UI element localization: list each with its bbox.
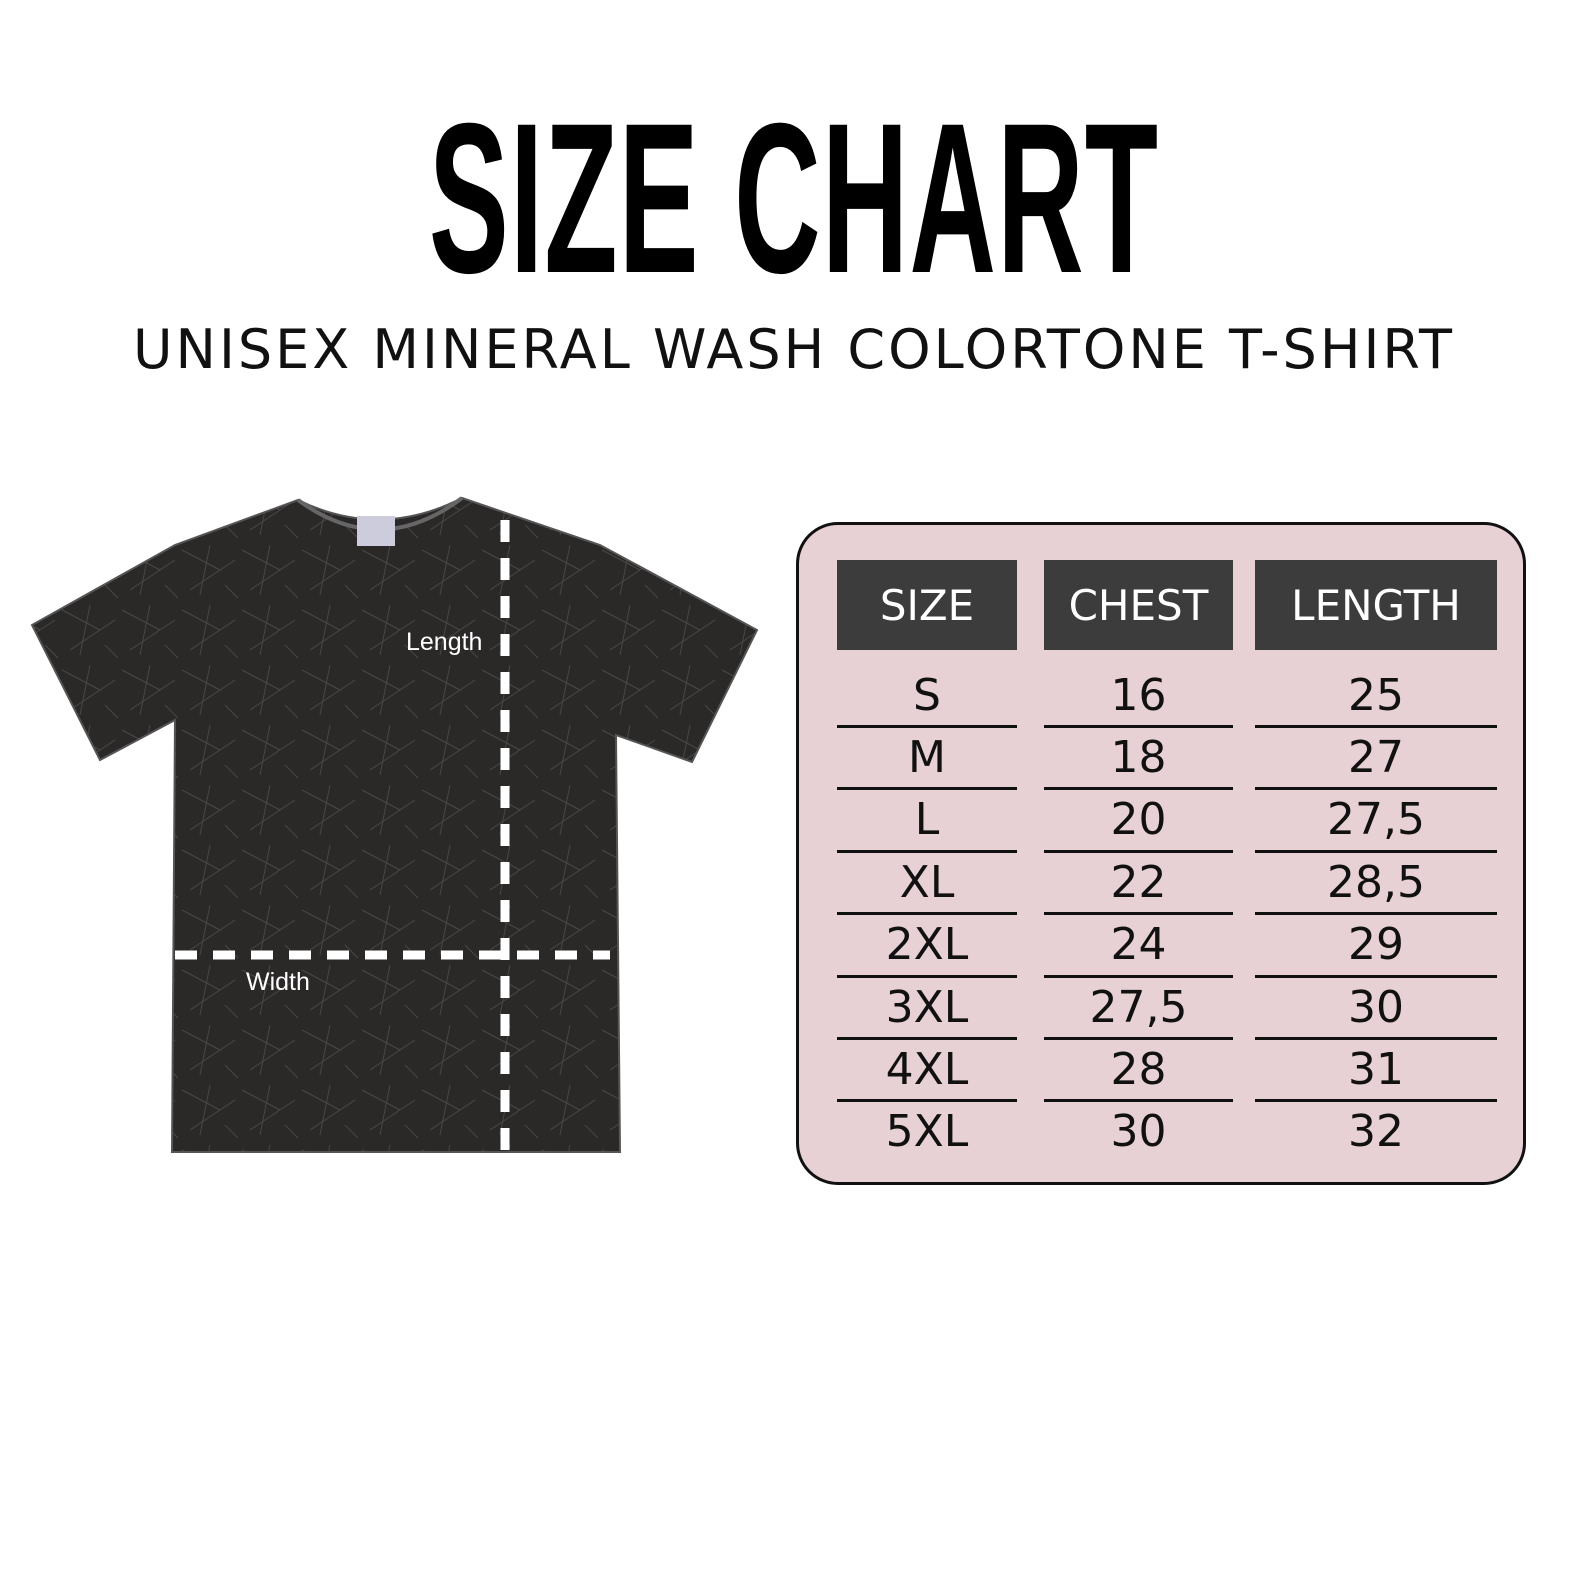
cell-length: 32 (1348, 1106, 1404, 1158)
cell-length: 28,5 (1327, 856, 1425, 908)
row-divider (1044, 849, 1233, 853)
row-divider (1255, 1099, 1497, 1103)
row-divider (837, 787, 1017, 791)
row-divider (1044, 725, 1233, 728)
cell-length: 27 (1348, 731, 1404, 783)
row-divider (837, 1037, 1017, 1040)
length-label: Length (406, 628, 482, 656)
cell-size: M (908, 731, 946, 783)
cell-size: 5XL (885, 1106, 969, 1158)
row-divider (1255, 725, 1497, 728)
row-divider (837, 1099, 1017, 1103)
cell-chest: 28 (1110, 1043, 1167, 1095)
header-chest: CHEST (1044, 560, 1233, 650)
page-title: SIZE CHART (0, 92, 1588, 306)
product-subtitle: UNISEX MINERAL WASH COLORTONE T-SHIRT (133, 318, 1455, 381)
size-table: SIZE CHEST LENGTH S 16 25 M 18 27 L 20 27,5 XL 22 2… (796, 522, 1526, 1185)
cell-chest: 24 (1110, 919, 1167, 971)
cell-chest: 16 (1110, 669, 1167, 721)
cell-length: 29 (1348, 919, 1404, 971)
width-label: Width (246, 968, 310, 996)
row-divider (1044, 912, 1233, 916)
row-divider (1255, 974, 1497, 978)
cell-chest: 18 (1110, 731, 1167, 783)
cell-length: 30 (1348, 981, 1404, 1033)
tshirt-body (30, 496, 759, 1153)
row-divider (837, 725, 1017, 728)
cell-length: 25 (1348, 669, 1404, 721)
cell-chest: 27,5 (1089, 981, 1188, 1033)
cell-size: L (914, 794, 940, 846)
header-length: LENGTH (1255, 560, 1497, 650)
row-divider (837, 912, 1017, 916)
cell-size: S (913, 669, 941, 721)
row-divider (1044, 787, 1233, 791)
cell-size: 2XL (885, 919, 969, 971)
row-divider (837, 974, 1017, 978)
tshirt-label-tag (357, 516, 395, 546)
title-text: SIZE CHART (428, 79, 1160, 318)
row-divider (1255, 787, 1497, 791)
cell-chest: 30 (1110, 1106, 1167, 1158)
cell-chest: 22 (1110, 856, 1167, 908)
tshirt-diagram: Length Width (30, 496, 759, 1153)
row-divider (837, 849, 1017, 853)
header-size: SIZE (837, 560, 1017, 650)
row-divider (1044, 974, 1233, 978)
cell-length: 27,5 (1327, 794, 1425, 846)
row-divider (1255, 1037, 1497, 1040)
cell-size: XL (899, 856, 955, 908)
cell-length: 31 (1348, 1043, 1404, 1095)
cell-size: 4XL (885, 1043, 969, 1095)
cell-chest: 20 (1110, 794, 1167, 846)
row-divider (1044, 1037, 1233, 1040)
row-divider (1255, 849, 1497, 853)
row-divider (1255, 912, 1497, 916)
row-divider (1044, 1099, 1233, 1103)
cell-size: 3XL (885, 981, 969, 1033)
